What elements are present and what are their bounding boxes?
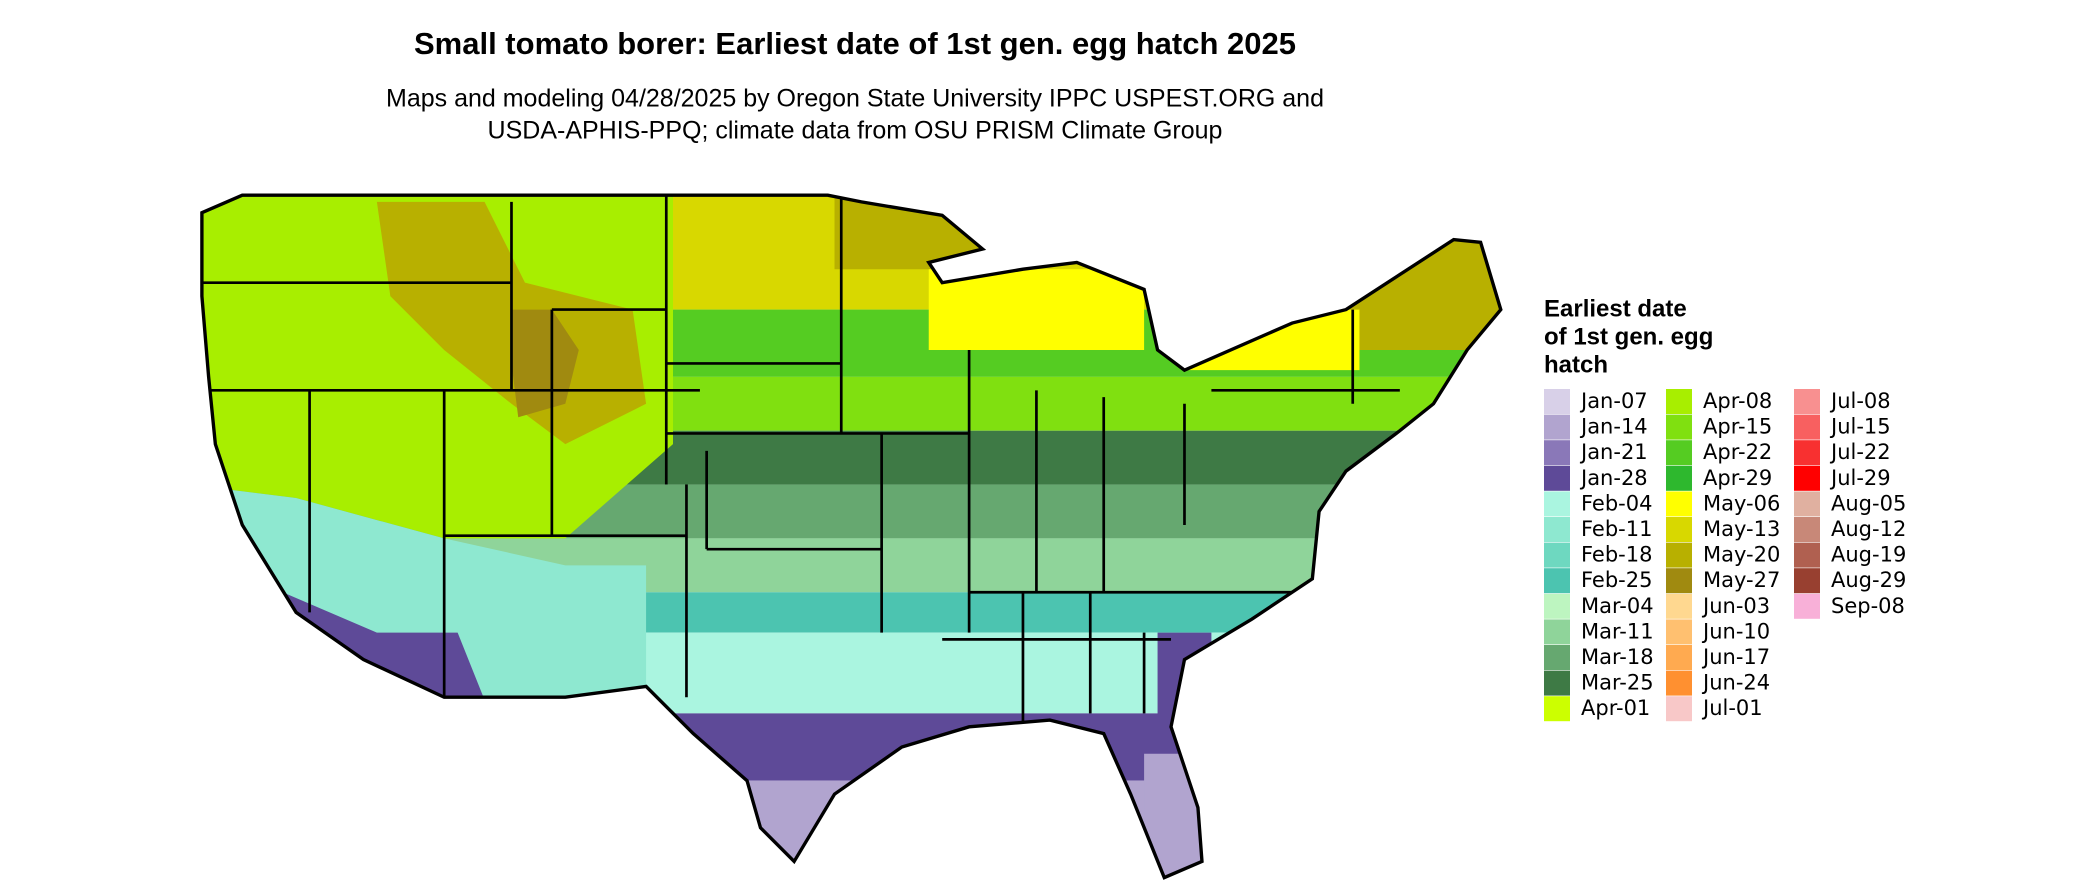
legend-swatch: [1544, 517, 1570, 542]
legend-label: Jun-17: [1701, 645, 1770, 669]
legend-swatch: [1666, 542, 1692, 568]
legend-label: Mar-18: [1581, 645, 1654, 669]
map-region: [928, 269, 1145, 350]
legend-title: Earliest date: [1544, 295, 1687, 322]
legend-label: Apr-29: [1703, 466, 1772, 490]
legend-label: Mar-04: [1581, 594, 1654, 618]
legend-swatch: [1666, 645, 1692, 670]
legend-swatch: [1544, 542, 1570, 568]
legend-label: Feb-25: [1581, 568, 1652, 592]
state-lines: [201, 195, 1400, 727]
legend-swatch: [1794, 414, 1820, 440]
legend-swatch: [1666, 568, 1692, 594]
legend-label: Jan-28: [1579, 466, 1648, 490]
legend-swatch: [1794, 542, 1820, 568]
legend-label: Jul-15: [1829, 415, 1891, 439]
legend-label: Jun-03: [1701, 594, 1770, 618]
legend-label: Jun-24: [1701, 671, 1770, 695]
legend-swatch: [1666, 619, 1692, 645]
legend-label: Jun-10: [1701, 619, 1770, 643]
legend-swatch: [1794, 517, 1820, 542]
legend-swatch: [1544, 491, 1570, 517]
legend-label: Apr-08: [1703, 389, 1772, 413]
legend-label: Apr-15: [1703, 415, 1772, 439]
legend-label: Apr-22: [1703, 440, 1772, 464]
map-region: [672, 195, 835, 270]
legend-swatch: [1544, 645, 1570, 670]
legend-swatch: [1544, 619, 1570, 645]
legend-label: Aug-05: [1831, 491, 1906, 515]
map: [200, 193, 1503, 880]
legend-label: Apr-01: [1581, 696, 1650, 720]
legend-label: Jul-08: [1829, 389, 1891, 413]
legend-swatch: [1794, 568, 1820, 594]
legend-label: May-13: [1703, 517, 1780, 541]
legend-label: Feb-04: [1581, 491, 1652, 515]
legend-label: Aug-12: [1831, 517, 1906, 541]
legend-label: Feb-18: [1581, 543, 1652, 567]
legend-title: of 1st gen. egg: [1544, 323, 1713, 350]
legend-swatch: [1544, 670, 1570, 696]
legend-swatch: [1544, 389, 1570, 414]
map-region: [201, 713, 1501, 781]
legend-swatch: [1666, 593, 1692, 619]
legend-swatch: [1544, 568, 1570, 594]
legend-label: Jul-29: [1829, 466, 1891, 490]
legend-label: Jul-22: [1829, 440, 1891, 464]
legend-label: May-20: [1703, 543, 1780, 567]
legend-label: Feb-11: [1581, 517, 1652, 541]
legend-label: Jan-14: [1579, 415, 1648, 439]
legend-swatch: [1794, 593, 1820, 619]
legend-swatch: [1794, 389, 1820, 414]
subtitle: USDA-APHIS-PPQ; climate data from OSU PR…: [488, 117, 1223, 145]
map-region: [1157, 632, 1212, 754]
legend-swatch: [1666, 414, 1692, 440]
legend-swatch: [1666, 517, 1692, 542]
legend-label: Aug-29: [1831, 568, 1906, 592]
legend-swatch: [1544, 593, 1570, 619]
legend-label: Mar-25: [1581, 671, 1654, 695]
title: Small tomato borer: Earliest date of 1st…: [414, 26, 1296, 61]
legend-label: May-27: [1703, 568, 1780, 592]
map-region: [1144, 753, 1212, 878]
legend-swatch: [1544, 465, 1570, 491]
legend-swatch: [1666, 440, 1692, 466]
legend-swatch: [1794, 440, 1820, 466]
legend-swatch: [1544, 414, 1570, 440]
legend-swatch: [1666, 491, 1692, 517]
legend: Jan-07Jan-14Jan-21Jan-28Feb-04Feb-11Feb-…: [1544, 389, 1906, 722]
legend-swatch: [1794, 465, 1820, 491]
map-region: [1184, 309, 1360, 371]
legend-swatch: [1666, 465, 1692, 491]
legend-label: Jul-01: [1701, 696, 1763, 720]
legend-swatch: [1794, 491, 1820, 517]
legend-swatch: [1666, 670, 1692, 696]
legend-swatch: [1666, 696, 1692, 722]
legend-label: Jan-21: [1579, 440, 1648, 464]
legend-swatch: [1544, 440, 1570, 466]
legend-label: Jan-07: [1579, 389, 1648, 413]
legend-label: May-06: [1703, 491, 1780, 515]
subtitle: Maps and modeling 04/28/2025 by Oregon S…: [386, 85, 1324, 113]
map-fill: [201, 195, 1501, 878]
map-region: [201, 780, 1501, 878]
legend-label: Mar-11: [1581, 619, 1654, 643]
legend-title: hatch: [1544, 351, 1608, 378]
legend-swatch: [1666, 389, 1692, 414]
legend-label: Sep-08: [1831, 594, 1905, 618]
legend-swatch: [1544, 696, 1570, 722]
legend-label: Aug-19: [1831, 543, 1906, 567]
